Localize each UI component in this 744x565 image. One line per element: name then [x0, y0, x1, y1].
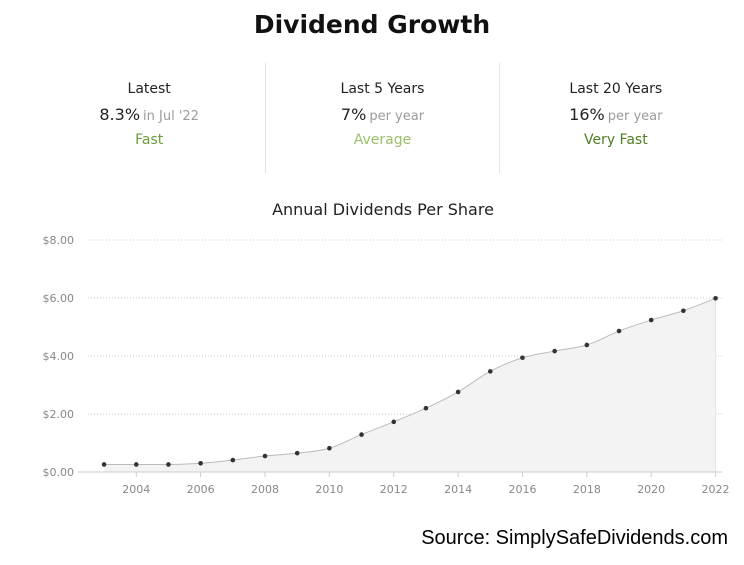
stat-latest: Latest 8.3% in Jul '22 Fast	[33, 63, 265, 173]
y-tick-label: $6.00	[43, 292, 75, 305]
points-layer	[101, 295, 718, 467]
stat-value: 7%	[340, 105, 367, 124]
stat-rating: Very Fast	[583, 132, 648, 148]
stat-suffix: in Jul '22	[143, 109, 199, 124]
data-point	[713, 295, 718, 301]
y-tick-label: $4.00	[43, 350, 75, 363]
x-tick-label: 2020	[637, 483, 665, 496]
stat-suffix: per year	[369, 109, 425, 124]
x-tick-label: 2014	[444, 483, 472, 496]
y-axis: $0.00 $2.00 $4.00 $6.00 $8.00	[43, 234, 75, 479]
data-point	[616, 328, 622, 334]
y-tick-label: $0.00	[43, 466, 75, 479]
data-point	[648, 317, 654, 323]
stats-panel: Latest 8.3% in Jul '22 Fast Last 5 Years …	[33, 63, 732, 173]
data-point	[133, 462, 139, 467]
page-title: Dividend Growth	[253, 10, 491, 39]
data-point	[584, 342, 590, 348]
data-point	[327, 445, 332, 451]
x-tick-label: 2008	[251, 483, 279, 496]
stat-rating: Fast	[135, 132, 164, 148]
stat-value: 16%	[569, 105, 605, 124]
x-tick-label: 2018	[573, 483, 601, 496]
data-point	[520, 355, 525, 361]
x-tick-label: 2016	[508, 483, 536, 496]
stat-rating: Average	[353, 132, 412, 148]
data-point	[262, 453, 268, 459]
data-point	[455, 389, 461, 395]
chart-title: Annual Dividends Per Share	[272, 200, 494, 219]
y-tick-label: $8.00	[43, 234, 75, 247]
data-point	[294, 450, 300, 456]
dividends-chart: 2004 2006 2008 2010 2012 2014 2016 2018 2020 2022…	[43, 234, 730, 496]
data-point	[391, 419, 397, 425]
x-tick-label: 2004	[122, 483, 150, 496]
stat-label: Last 5 Years	[340, 81, 425, 97]
stat-value-row: 8.3% in Jul '22	[33, 105, 265, 124]
data-point	[230, 457, 236, 463]
data-point	[198, 461, 203, 466]
stat-value-row: 16% per year	[500, 105, 732, 124]
stat-last-5-years: Last 5 Years 7% per year Average	[265, 63, 498, 173]
x-axis: 2004 2006 2008 2010 2012 2014 2016 2018 2020 2022	[78, 471, 730, 496]
data-point	[681, 308, 686, 314]
data-point	[166, 462, 171, 467]
series-line	[104, 297, 716, 465]
x-tick-label: 2010	[315, 483, 343, 496]
data-point	[552, 348, 557, 354]
x-tick-label: 2012	[380, 483, 408, 496]
x-tick-label: 2022	[702, 483, 730, 496]
stat-value: 8.3%	[99, 105, 141, 124]
y-tick-label: $2.00	[43, 408, 75, 421]
stat-value-row: 7% per year	[266, 105, 498, 124]
stat-last-20-years: Last 20 Years 16% per year Very Fast	[498, 63, 732, 173]
data-point	[101, 462, 107, 467]
source-credit: Source: SimplySafeDividends.com	[421, 527, 728, 549]
stat-suffix: per year	[607, 109, 663, 124]
data-point	[423, 405, 429, 411]
data-point	[487, 369, 493, 374]
area-fill	[104, 298, 716, 472]
stat-label: Latest	[127, 81, 171, 97]
x-tick-label: 2006	[187, 483, 215, 496]
stat-label: Last 20 Years	[569, 81, 663, 97]
data-point	[359, 432, 364, 437]
